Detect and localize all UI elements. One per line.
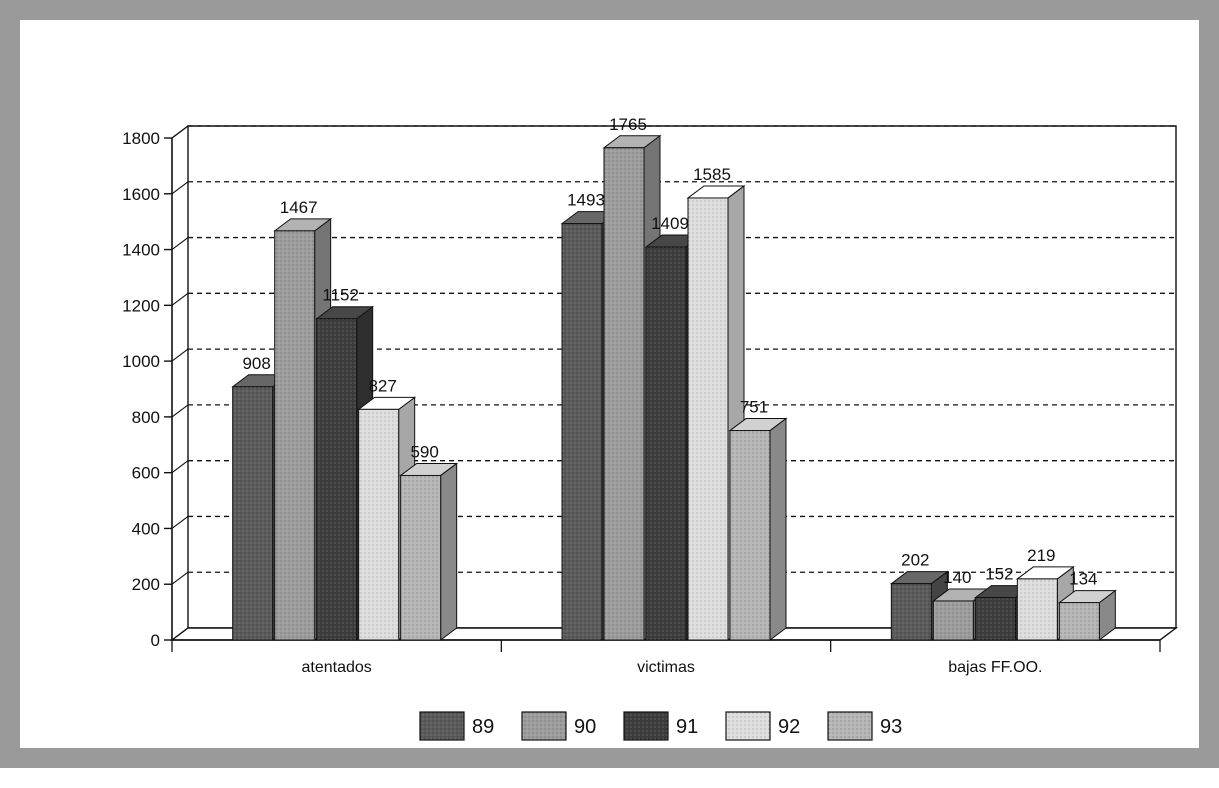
data-label: 202 bbox=[901, 551, 929, 570]
y-tick-label: 400 bbox=[132, 519, 160, 538]
legend-swatch-texture bbox=[828, 712, 872, 740]
x-category-label: bajas FF.OO. bbox=[948, 659, 1042, 676]
bar-side bbox=[440, 462, 458, 641]
bar-texture bbox=[933, 600, 974, 640]
data-label: 152 bbox=[985, 565, 1013, 584]
bar-texture bbox=[274, 230, 315, 640]
bar bbox=[315, 305, 375, 641]
data-label: 1467 bbox=[280, 198, 318, 217]
gridline-wall bbox=[171, 571, 189, 585]
legend-swatch-texture bbox=[624, 712, 668, 740]
legend-item: 89 bbox=[419, 711, 494, 741]
data-label: 1152 bbox=[322, 286, 359, 305]
data-label: 751 bbox=[740, 398, 768, 417]
bar-texture bbox=[400, 475, 441, 640]
y-tick-label: 600 bbox=[132, 464, 160, 483]
bar bbox=[357, 396, 417, 641]
legend-item: 93 bbox=[827, 711, 902, 741]
y-tick-label: 800 bbox=[132, 408, 160, 427]
legend-label: 90 bbox=[574, 716, 596, 738]
gridline-wall bbox=[171, 348, 189, 362]
legend-label: 93 bbox=[880, 716, 902, 738]
gridline-wall bbox=[171, 516, 189, 529]
gridline-wall bbox=[171, 125, 189, 139]
bar-texture bbox=[730, 430, 770, 640]
data-label: 140 bbox=[943, 568, 971, 587]
legend-swatch-texture bbox=[420, 712, 464, 740]
bar bbox=[1057, 589, 1117, 641]
bar-side bbox=[769, 417, 787, 641]
data-label: 1409 bbox=[651, 214, 689, 233]
data-label: 219 bbox=[1027, 546, 1055, 565]
data-label: 827 bbox=[368, 376, 396, 395]
bar-texture bbox=[562, 223, 602, 640]
bar-texture bbox=[975, 597, 1016, 640]
y-tick-label: 1800 bbox=[122, 129, 160, 148]
gridline-wall bbox=[171, 181, 189, 195]
data-label: 908 bbox=[242, 354, 270, 373]
legend-item: 90 bbox=[521, 711, 596, 741]
bar bbox=[686, 184, 746, 641]
chart-frame: 0 200 400 600 800 1000 1200 1400 1600 1800 atentad… bbox=[0, 0, 1219, 768]
legend-label: 92 bbox=[778, 716, 800, 738]
legend-label: 89 bbox=[472, 716, 494, 738]
bar-texture bbox=[1059, 602, 1100, 640]
bar-texture bbox=[688, 197, 728, 640]
legend-item: 91 bbox=[623, 711, 698, 741]
gridline-wall bbox=[171, 404, 189, 418]
legend-swatch-texture bbox=[522, 712, 566, 740]
y-tick-label: 1600 bbox=[122, 185, 160, 204]
y-tick-label: 1000 bbox=[122, 352, 160, 371]
data-label: 1585 bbox=[693, 165, 731, 184]
data-label: 134 bbox=[1069, 570, 1097, 589]
bar-chart: 0 200 400 600 800 1000 1200 1400 1600 1800 atentad… bbox=[122, 115, 1179, 741]
data-label: 1493 bbox=[567, 191, 605, 210]
y-tick-label: 1400 bbox=[122, 241, 160, 260]
y-tick-label: 200 bbox=[132, 575, 160, 594]
legend-label: 91 bbox=[676, 716, 698, 738]
bar-texture bbox=[232, 386, 273, 640]
legend-swatch-texture bbox=[726, 712, 770, 740]
data-label: 1765 bbox=[609, 115, 647, 134]
bar-texture bbox=[1017, 578, 1058, 640]
bar bbox=[728, 417, 788, 641]
bar-texture bbox=[891, 583, 932, 640]
data-label: 590 bbox=[410, 442, 438, 461]
y-tick-label: 0 bbox=[151, 631, 160, 650]
bar-texture bbox=[646, 247, 686, 640]
y-tick-label: 1200 bbox=[122, 296, 160, 315]
gridline-wall bbox=[171, 292, 189, 306]
x-category-label: atentados bbox=[302, 659, 372, 676]
bar bbox=[399, 462, 459, 641]
gridline-wall bbox=[171, 460, 189, 474]
gridline-wall bbox=[171, 237, 189, 250]
bar bbox=[931, 587, 991, 641]
bar-texture bbox=[358, 409, 399, 640]
legend-item: 92 bbox=[725, 711, 800, 741]
x-category-label: victimas bbox=[637, 659, 695, 676]
bar-texture bbox=[604, 147, 644, 640]
bar-texture bbox=[316, 318, 357, 640]
